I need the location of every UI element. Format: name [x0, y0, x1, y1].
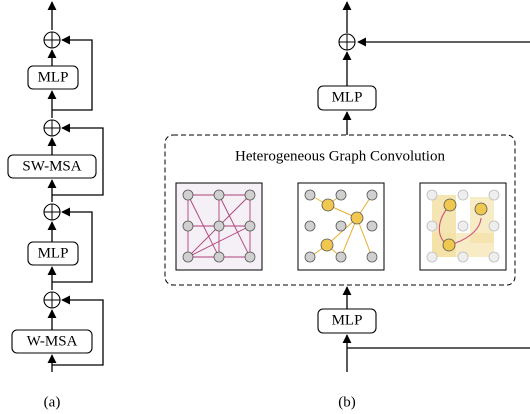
graph-node [458, 221, 468, 231]
graph-node [458, 190, 468, 200]
block-label: MLP [38, 245, 69, 261]
cluster-node [322, 199, 334, 211]
graph-node [214, 190, 224, 200]
graph-node [305, 190, 315, 200]
graph-node [489, 190, 499, 200]
graph-node [245, 190, 255, 200]
block-label: SW-MSA [22, 158, 81, 174]
panel-b: MLP Heterogeneous Graph Convolution MLP … [165, 2, 530, 410]
graph-panels [176, 183, 506, 270]
cluster-node [321, 239, 333, 251]
module-title: Heterogeneous Graph Convolution [235, 148, 445, 164]
graph-node [214, 221, 224, 231]
graph-node [489, 221, 499, 231]
cluster-node [475, 203, 487, 215]
graph-node [245, 221, 255, 231]
graph-node [183, 190, 193, 200]
block-label: MLP [332, 312, 363, 328]
graph-node [367, 190, 377, 200]
graph-node [458, 252, 468, 262]
cluster-node [351, 212, 363, 224]
caption: (a) [44, 394, 61, 410]
graph-node [305, 221, 315, 231]
cluster-node [443, 239, 455, 251]
graph-node [214, 252, 224, 262]
block-label: MLP [332, 89, 363, 105]
graph-node [427, 221, 437, 231]
caption: (b) [338, 394, 356, 410]
graph-node [489, 252, 499, 262]
block-label: MLP [38, 69, 69, 85]
graph-node [367, 252, 377, 262]
figure: W-MSA MLP SW-MSA MLP (a) MLP Heterogeneo… [0, 0, 530, 414]
graph-node [245, 252, 255, 262]
graph-node [336, 221, 346, 231]
graph-node [183, 221, 193, 231]
cluster-node [444, 199, 456, 211]
graph-node [305, 252, 315, 262]
graph-node [427, 252, 437, 262]
graph-node [336, 252, 346, 262]
graph-node [336, 190, 346, 200]
block-label: W-MSA [27, 333, 78, 349]
graph-node [183, 252, 193, 262]
graph-node [367, 221, 377, 231]
graph-node [427, 190, 437, 200]
